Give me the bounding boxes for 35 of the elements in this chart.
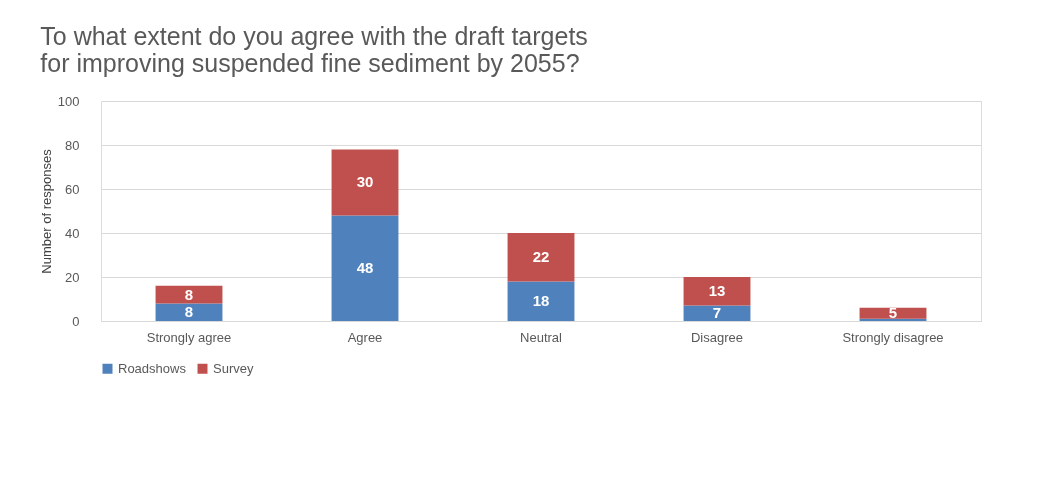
data-label: 8 [184, 285, 194, 303]
y-tick-label: 80 [65, 137, 80, 153]
x-tick-label: Disagree [690, 329, 744, 345]
data-label: 5 [888, 304, 898, 322]
y-axis-title: Number of responses [38, 148, 54, 274]
data-label: 7 [712, 304, 722, 322]
y-tick-label: 100 [57, 93, 80, 109]
data-label: 18 [532, 292, 550, 310]
y-tick-label: 40 [65, 225, 80, 241]
x-tick-label: Strongly agree [146, 329, 232, 345]
bar [859, 318, 927, 321]
bar [859, 307, 927, 319]
bar [331, 149, 399, 216]
y-tick-label: 0 [72, 313, 80, 329]
text: To what extent do you agree with the draft targets [40, 22, 588, 50]
data-label: 30 [356, 173, 374, 191]
bar [155, 285, 223, 304]
x-tick-label: Strongly disagree [842, 329, 944, 345]
text: for improving suspended fine sediment by 2055? [40, 49, 580, 77]
x-tick-label: Neutral [520, 329, 563, 345]
bar [155, 303, 223, 321]
bar [507, 281, 575, 321]
bar [507, 233, 575, 282]
data-label: 8 [184, 303, 194, 321]
x-tick-label: Agree [347, 329, 383, 345]
y-tick-label: 20 [65, 269, 80, 285]
data-label: 13 [708, 282, 726, 300]
legend-label: Survey [213, 360, 254, 376]
legend-label: Roadshows [118, 360, 187, 376]
bar [331, 215, 399, 321]
data-label: 48 [356, 259, 374, 277]
bar [683, 305, 751, 321]
y-tick-label: 60 [65, 181, 80, 197]
bar [683, 277, 751, 306]
data-label: 22 [532, 248, 550, 266]
